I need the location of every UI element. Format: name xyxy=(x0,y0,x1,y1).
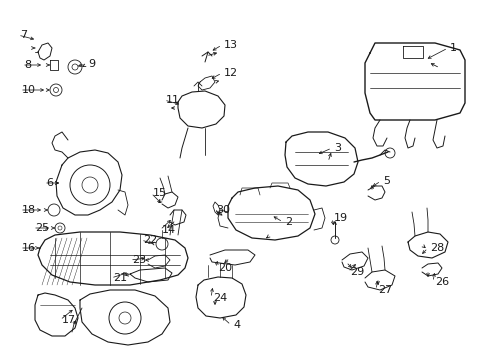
Text: 24: 24 xyxy=(213,293,227,303)
Text: 2: 2 xyxy=(285,217,291,227)
Text: 22: 22 xyxy=(142,235,157,245)
Text: 8: 8 xyxy=(24,60,31,70)
Text: 13: 13 xyxy=(224,40,238,50)
Text: 11: 11 xyxy=(165,95,180,105)
Text: 18: 18 xyxy=(22,205,36,215)
Text: 15: 15 xyxy=(153,188,167,198)
Text: 12: 12 xyxy=(224,68,238,78)
Text: 26: 26 xyxy=(434,277,448,287)
Text: 28: 28 xyxy=(429,243,443,253)
Text: 27: 27 xyxy=(377,285,391,295)
Text: 10: 10 xyxy=(22,85,36,95)
Text: 21: 21 xyxy=(113,273,127,283)
Text: 7: 7 xyxy=(20,30,27,40)
Text: 5: 5 xyxy=(382,176,389,186)
Text: 17: 17 xyxy=(62,315,76,325)
Text: 23: 23 xyxy=(132,255,146,265)
Text: 3: 3 xyxy=(333,143,340,153)
Text: 16: 16 xyxy=(22,243,36,253)
Text: 1: 1 xyxy=(449,43,456,53)
Text: 9: 9 xyxy=(88,59,95,69)
Text: 14: 14 xyxy=(162,225,176,235)
Text: 29: 29 xyxy=(349,267,364,277)
Text: 6: 6 xyxy=(46,178,53,188)
Text: 20: 20 xyxy=(218,263,232,273)
Text: 25: 25 xyxy=(35,223,49,233)
Text: 19: 19 xyxy=(333,213,347,223)
Text: 30: 30 xyxy=(216,205,229,215)
Text: 4: 4 xyxy=(232,320,240,330)
